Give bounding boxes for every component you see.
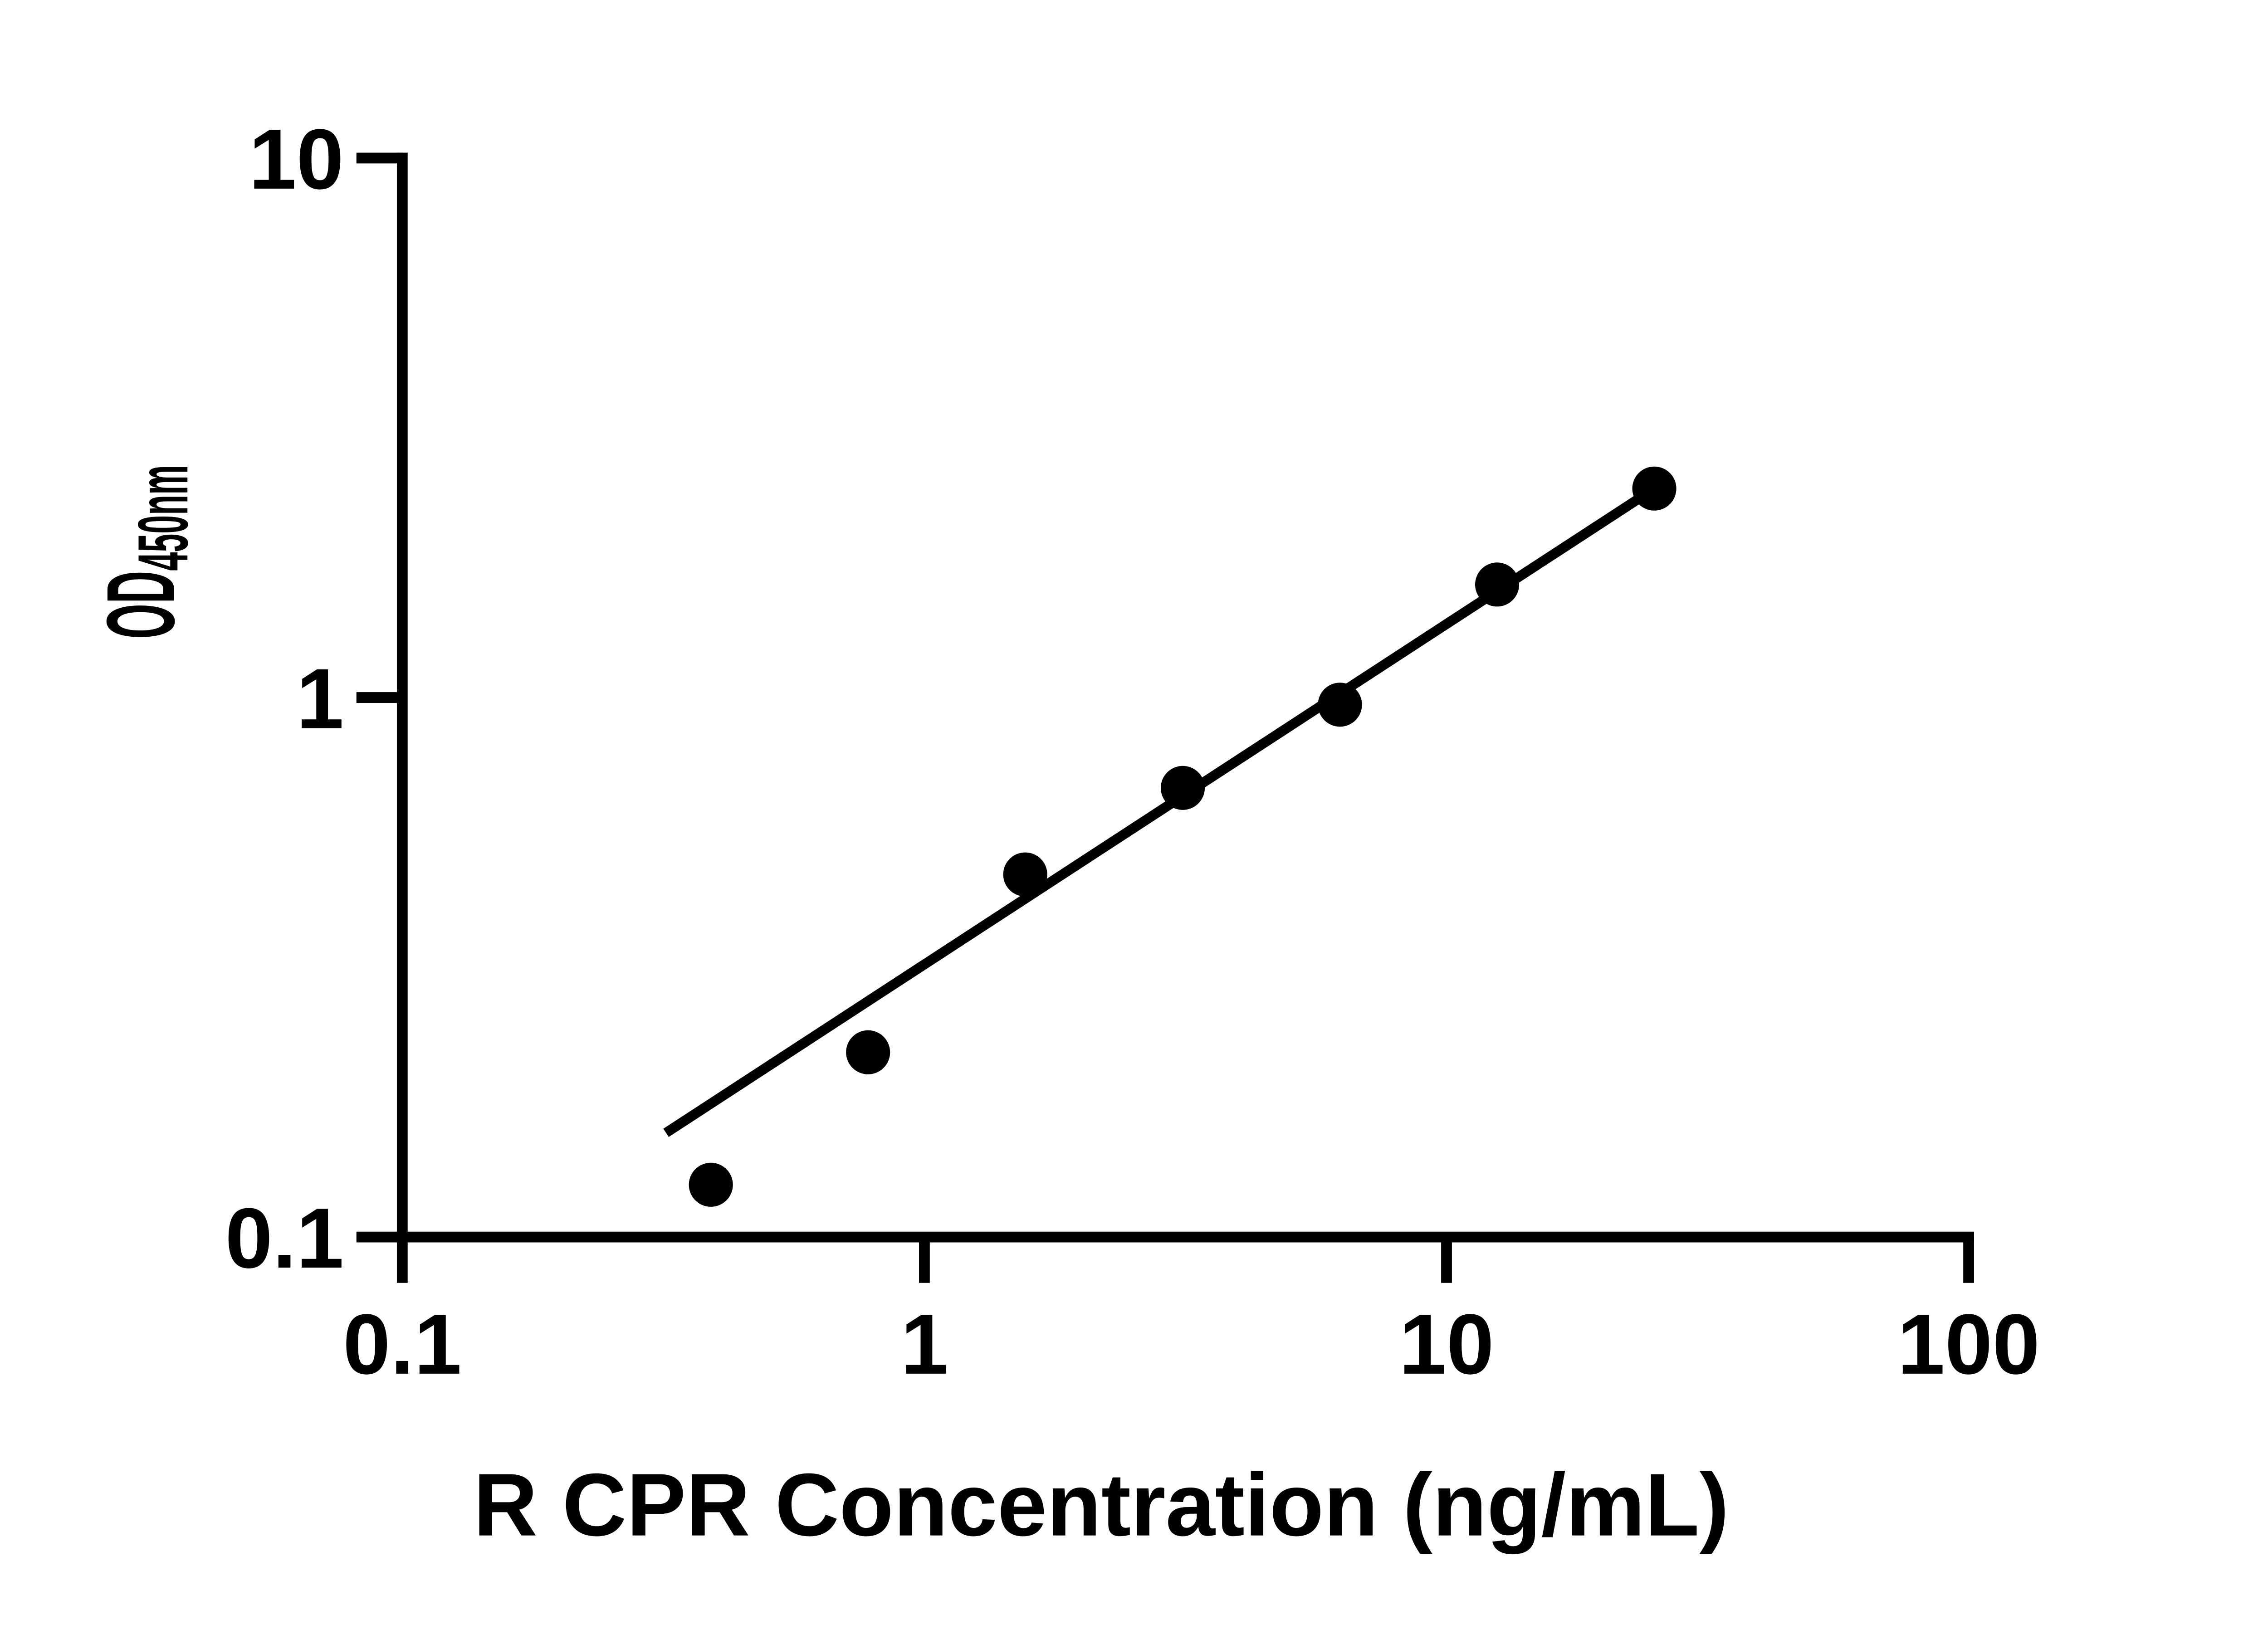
y-axis-title-main: OD xyxy=(87,571,195,639)
y-tick-label-10: 10 xyxy=(249,112,344,207)
data-point-marker xyxy=(1632,466,1677,511)
x-tick-label-0.1: 0.1 xyxy=(343,1297,462,1392)
data-point-marker xyxy=(689,1162,733,1207)
data-point-marker xyxy=(846,1030,890,1074)
y-axis-title: OD450nm xyxy=(87,465,202,639)
data-point-marker xyxy=(1318,683,1362,727)
y-tick-label-1: 1 xyxy=(296,651,344,746)
data-point-marker xyxy=(1160,766,1205,810)
x-tick-label-100: 100 xyxy=(1897,1297,2040,1392)
x-tick-label-1: 1 xyxy=(901,1297,948,1392)
x-tick-label-10: 10 xyxy=(1399,1297,1494,1392)
data-point-marker xyxy=(1475,562,1520,607)
data-point-marker xyxy=(1003,852,1047,897)
y-axis-title-subscript: 450nm xyxy=(123,465,202,571)
x-axis-title: R CPR Concentration (ng/mL) xyxy=(474,1455,1729,1555)
y-tick-label-0.1: 0.1 xyxy=(225,1190,344,1286)
